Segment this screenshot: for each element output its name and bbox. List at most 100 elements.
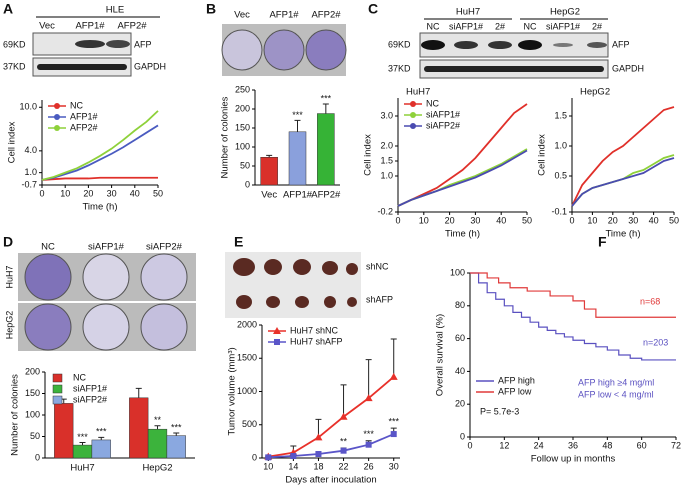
legend-label: siAFP2# [426,120,460,130]
marker [265,454,272,461]
x-tick-label: AFP2# [311,190,341,201]
series-line [397,149,528,207]
plate-label: siAFP2# [146,242,183,253]
bar [147,428,168,459]
error-bar [98,436,105,440]
band [587,42,607,48]
annotation: AFP high ≥4 mg/ml [578,377,654,387]
y-tick-label: 2000 [237,319,257,329]
x-tick-label: AFP1# [283,190,313,201]
plate-label: siAFP1# [88,242,125,253]
x-tick-label: 40 [496,215,506,225]
y-axis-label: Cell index [7,121,18,163]
band [454,41,478,49]
lane-label: siAFP1# [546,21,580,31]
plate [82,303,130,351]
row-label: HuH7 [4,265,14,288]
series-line [41,110,159,181]
error-bar [135,387,142,398]
y-tick-label: -0.2 [377,206,393,216]
error-bar [266,154,273,158]
series-line [41,124,159,181]
y-tick-label: 500 [242,419,257,429]
error-bar [154,425,161,430]
y-tick-label: 2.0 [380,140,393,150]
series-line [571,106,675,207]
panel-letter: B [206,1,216,17]
legend-label: AFP high [498,375,535,385]
bar [54,403,74,459]
plate [24,303,72,351]
legend-label: AFP low [498,386,532,396]
y-tick-label: -0.1 [551,206,567,216]
y-tick-label: 1.5 [380,155,393,165]
significance: *** [388,416,399,426]
error-bar [340,384,347,417]
chart-title: HepG2 [580,87,610,98]
significance: *** [96,427,107,437]
y-tick-label: 0 [252,452,257,462]
y-tick-label: 50 [240,160,250,170]
x-tick-label: 20 [608,215,618,225]
y-tick-label: 10.0 [19,102,37,112]
plate [82,253,130,301]
y-tick-label: 150 [235,122,250,132]
plate-label: NC [41,242,55,253]
x-axis-label: Days after inoculation [285,475,376,486]
y-tick-label: 0 [35,452,40,462]
bar [166,435,186,459]
bar [317,113,335,186]
marker [315,451,322,458]
series-line [41,176,158,181]
error-bar [365,359,372,399]
plate-label: AFP2# [311,10,341,21]
protein-label: AFP [134,39,152,49]
plate [24,253,72,301]
x-tick-label: 20 [445,215,455,225]
marker [273,327,281,334]
marker [314,433,323,441]
x-tick-label: HepG2 [142,463,172,474]
y-tick-label: 1.5 [554,110,567,120]
x-tick-label: 72 [671,440,681,450]
group-label: shNC [366,261,389,271]
x-tick-label: 30 [389,461,399,471]
x-tick-label: 26 [364,461,374,471]
significance: *** [363,429,374,439]
error-bar [390,338,397,377]
x-tick-label: 60 [637,440,647,450]
legend-label: siAFP1# [73,383,107,393]
series-line [268,433,395,459]
x-axis-label: Time (h) [445,229,480,240]
band [553,43,573,47]
blot [419,32,609,58]
x-tick-label: 40 [649,215,659,225]
legend-label: HuH7 shAFP [290,336,343,346]
y-tick-label: 100 [235,141,250,151]
panel-letter: A [3,1,13,17]
marker [390,431,397,438]
marker [389,372,398,380]
x-axis-label: Time (h) [605,229,640,240]
y-axis-label: Overall survival (%) [435,314,446,396]
series-line [571,157,675,207]
legend-label: NC [70,100,83,110]
y-tick-label: 0 [245,179,250,189]
significance: ** [154,415,162,425]
lane-label: NC [524,21,537,31]
x-tick-label: 0 [395,215,400,225]
y-tick-label: 50 [30,431,40,441]
band [424,66,604,72]
legend-swatch [52,384,63,394]
legend-label: NC [426,98,439,108]
significance: *** [292,110,303,120]
y-tick-label: -0.7 [21,179,37,189]
x-tick-label: 0 [569,215,574,225]
x-tick-label: 30 [470,215,480,225]
x-tick-label: 10 [419,215,429,225]
plate [221,29,263,71]
legend-label: siAFP2# [73,394,107,404]
band [518,40,542,50]
series-line [268,376,395,458]
